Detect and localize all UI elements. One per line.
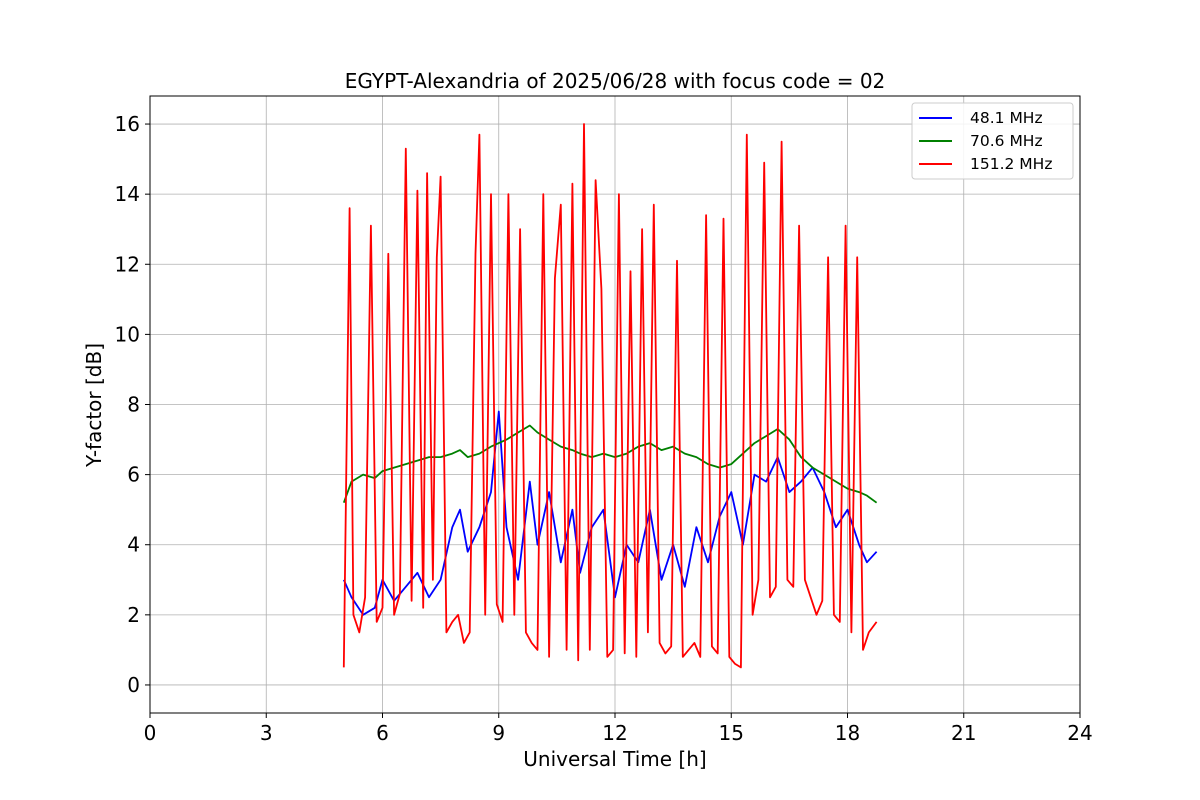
legend-label: 70.6 MHz <box>970 132 1043 150</box>
legend-box <box>911 102 1074 180</box>
y-tick-label: 10 <box>115 322 140 346</box>
x-tick-label: 24 <box>1067 721 1092 745</box>
y-tick-label: 2 <box>127 603 140 627</box>
y-tick-label: 8 <box>127 393 140 417</box>
y-tick-label: 16 <box>115 112 140 136</box>
legend: 48.1 MHz 70.6 MHz 151.2 MHz <box>911 102 1074 180</box>
x-axis: 0 3 6 9 12 15 18 21 24 <box>144 713 1093 745</box>
y-tick-label: 0 <box>127 673 140 697</box>
series-line-0 <box>342 410 878 616</box>
x-tick-label: 9 <box>492 721 505 745</box>
x-tick-label: 18 <box>835 721 860 745</box>
series-line-2 <box>342 123 878 669</box>
series-layer <box>342 123 878 669</box>
y-tick-label: 4 <box>127 533 140 557</box>
y-axis: 0 2 4 6 8 10 12 14 16 <box>115 112 150 697</box>
x-axis-label: Universal Time [h] <box>523 747 706 771</box>
x-tick-label: 21 <box>951 721 976 745</box>
legend-label: 48.1 MHz <box>970 109 1043 127</box>
y-tick-label: 6 <box>127 463 140 487</box>
y-tick-label: 12 <box>115 252 140 276</box>
x-tick-label: 15 <box>719 721 744 745</box>
chart-title: EGYPT-Alexandria of 2025/06/28 with focu… <box>345 69 886 93</box>
legend-label: 151.2 MHz <box>970 155 1052 173</box>
y-tick-label: 14 <box>115 182 140 206</box>
x-tick-label: 6 <box>376 721 389 745</box>
x-tick-label: 3 <box>260 721 273 745</box>
y-axis-label: Y-factor [dB] <box>82 343 106 468</box>
x-tick-label: 0 <box>144 721 157 745</box>
x-tick-label: 12 <box>602 721 627 745</box>
